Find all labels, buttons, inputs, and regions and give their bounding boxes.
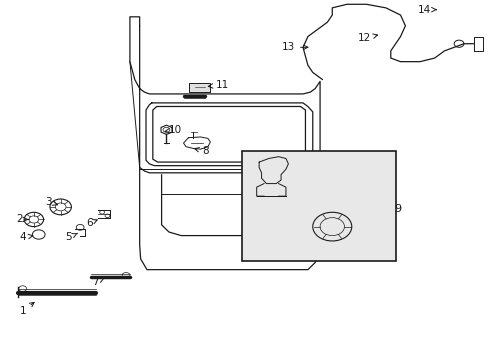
Text: 10: 10 (165, 125, 182, 135)
Text: 2: 2 (16, 215, 28, 224)
Text: 13: 13 (281, 42, 307, 52)
Text: 8: 8 (194, 146, 208, 156)
Bar (188, 83, 210, 92)
Text: 12: 12 (357, 33, 377, 43)
Text: 5: 5 (65, 232, 78, 242)
Text: 7: 7 (92, 277, 104, 287)
Text: 4: 4 (20, 232, 33, 242)
Bar (242, 151, 395, 261)
Text: 9: 9 (394, 204, 401, 214)
Text: 6: 6 (86, 218, 97, 228)
Text: 3: 3 (45, 197, 57, 207)
Text: 11: 11 (208, 80, 229, 90)
Text: 14: 14 (416, 5, 435, 15)
Text: 1: 1 (20, 302, 34, 316)
